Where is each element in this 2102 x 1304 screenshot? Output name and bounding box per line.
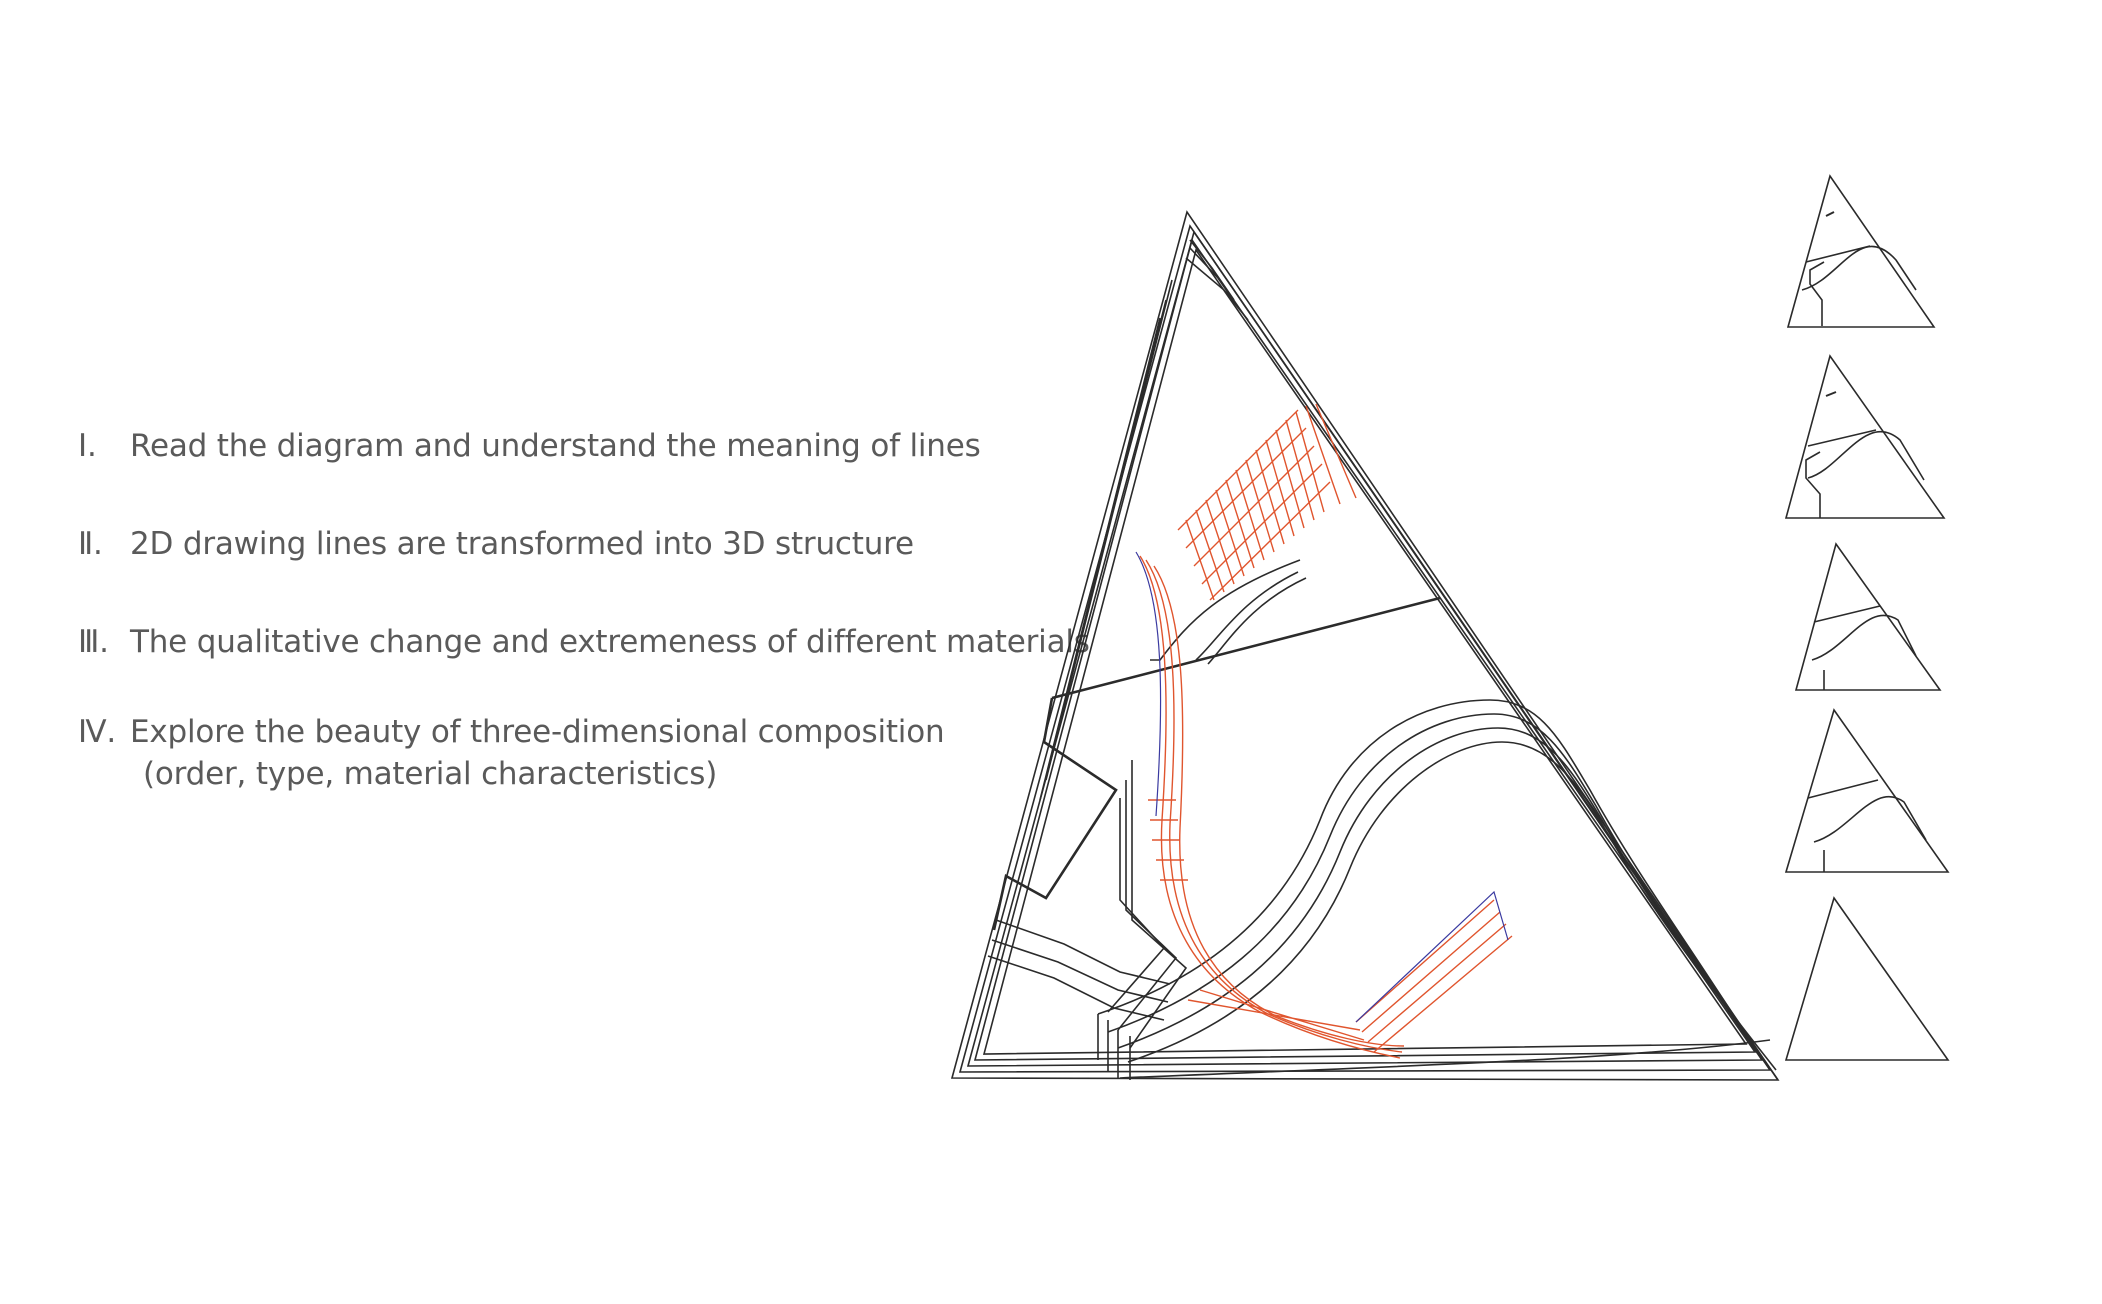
instruction-item-2: Ⅱ. 2D drawing lines are transformed into … [78, 522, 1038, 566]
red-structure-group [1139, 403, 1513, 1059]
outer-triangle-1 [950, 210, 1780, 1081]
apex-layer-lines [1185, 239, 1249, 321]
instruction-text-1: Read the diagram and understand the mean… [130, 428, 981, 464]
blue-accent-lines [1135, 551, 1509, 1023]
roman-numeral-1: Ⅰ. [78, 428, 97, 464]
instruction-text-3: The qualitative change and extremeness o… [130, 624, 1090, 660]
red-strand-ticks [1148, 799, 1188, 881]
roman-numeral-2: Ⅱ. [78, 526, 103, 562]
red-strand-3 [1153, 565, 1405, 1047]
sequence-triangle-4 [1784, 708, 1950, 873]
instruction-text-4: Explore the beauty of three-dimensional … [130, 714, 945, 750]
left-band-3 [987, 955, 1165, 1021]
outer-triangle-5 [982, 248, 1748, 1055]
red-strand-2 [1145, 559, 1403, 1053]
instruction-text-2: 2D drawing lines are transformed into 3D… [130, 526, 914, 562]
left-inner-edges [1039, 279, 1173, 801]
upper-ribbon-hatch [1185, 403, 1357, 601]
upper-band-curve-3 [1150, 559, 1301, 661]
instruction-list: Ⅰ. Read the diagram and understand the me… [78, 424, 1090, 850]
outer-triangle-3 [966, 230, 1764, 1067]
instruction-item-4: Ⅳ. Explore the beauty of three-dimensiona… [78, 710, 1038, 796]
left-chevron-3 [1129, 760, 1188, 1049]
left-band-2 [991, 939, 1169, 1003]
sequence-triangle-5 [1784, 896, 1950, 1061]
bottom-arc [1119, 1039, 1771, 1079]
roman-numeral-3: Ⅲ. [78, 624, 109, 660]
triangle-sequence [1784, 174, 1950, 1061]
instruction-subtext-4: (order, type, material characteristics) [143, 756, 718, 792]
s-curve-4 [1127, 741, 1777, 1071]
blue-accent-1 [1135, 551, 1162, 817]
red-strand-1 [1139, 555, 1401, 1059]
bottom-ticks [1097, 1014, 1131, 1080]
bold-divider-line [1051, 596, 1441, 700]
bold-zigzag-line [992, 697, 1118, 931]
upper-band-curves [1195, 571, 1307, 665]
sequence-triangle-1 [1786, 174, 1936, 328]
roman-numeral-4: Ⅳ. [78, 714, 117, 750]
main-triangle-group [950, 210, 1780, 1081]
blue-accent-2 [1355, 890, 1509, 1023]
left-chevron-1 [1107, 798, 1166, 1013]
outer-triangle-4 [973, 238, 1757, 1061]
lower-ribbon-connect [1187, 989, 1365, 1041]
left-band-1 [995, 919, 1171, 985]
sequence-triangle-3 [1794, 542, 1942, 691]
instruction-item-1: Ⅰ. Read the diagram and understand the me… [78, 424, 1038, 468]
lower-ribbon-hatch [1355, 899, 1513, 1053]
instruction-item-3: Ⅲ. The qualitative change and extremeness… [78, 620, 1090, 664]
s-curve-1 [1097, 699, 1763, 1061]
s-curve-3 [1117, 727, 1779, 1081]
upper-ribbon-outline [1177, 409, 1331, 601]
s-curve-2 [1107, 713, 1771, 1071]
sequence-triangle-2 [1784, 354, 1946, 519]
